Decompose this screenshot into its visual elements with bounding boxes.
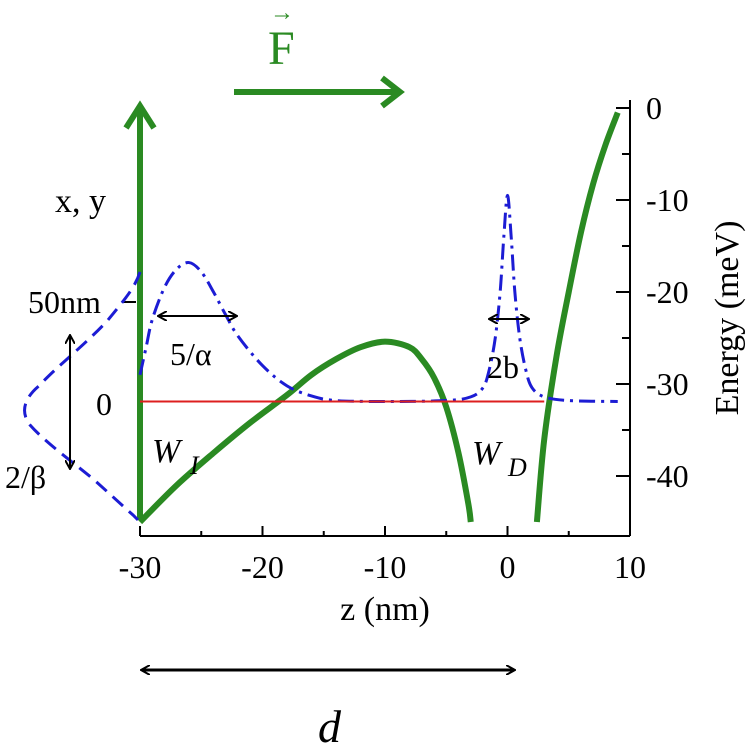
beta-width-marker: 2/β <box>5 336 70 495</box>
force-vector-accent: → <box>270 0 294 26</box>
wavefunction-curve <box>138 193 618 403</box>
beta-width-label: 2/β <box>5 459 46 495</box>
energy-tick-label: -40 <box>646 458 689 494</box>
distance-marker: d <box>142 670 514 750</box>
wd-label-sub: D <box>507 453 527 482</box>
x-tick-label: -20 <box>241 549 284 585</box>
energy-plot: -30 -20 -10 0 10 0 -10 -20 -30 -40 z (nm) Energy… <box>119 90 746 628</box>
xy-tick-50nm: 50nm <box>28 284 101 320</box>
energy-tick-label: 0 <box>646 90 662 126</box>
xy-axis-arrowhead <box>123 100 157 130</box>
energy-ticks: 0 -10 -20 -30 -40 <box>616 90 689 494</box>
x-tick-label: 0 <box>500 549 516 585</box>
x-tick-label: 10 <box>614 549 646 585</box>
potential-curve-left <box>137 338 474 525</box>
xy-axis-label: x, y <box>55 183 106 220</box>
force-vector: F → <box>234 0 405 109</box>
b-width-label: 2b <box>487 349 519 385</box>
xy-tick-0: 0 <box>96 386 112 422</box>
wd-label-main: W <box>472 435 503 472</box>
alpha-width-marker: 5/α <box>159 316 236 372</box>
energy-axis-label: Energy (meV) <box>709 221 746 416</box>
wi-label: W I <box>152 433 200 480</box>
xy-axis: x, y 50nm 0 <box>28 100 157 520</box>
energy-tick-label: -10 <box>646 182 689 218</box>
force-arrow-head <box>380 75 405 109</box>
distance-label: d <box>318 701 342 750</box>
x-tick-label: -10 <box>364 549 407 585</box>
series-layer <box>137 111 621 525</box>
xy-gaussian-curve <box>23 271 142 522</box>
energy-tick-label: -20 <box>646 274 689 310</box>
x-axis-label: z (nm) <box>340 591 430 628</box>
force-label: F <box>268 22 295 75</box>
x-tick-label: -30 <box>119 549 162 585</box>
energy-tick-label: -30 <box>646 366 689 402</box>
b-width-marker: 2b <box>487 319 528 385</box>
alpha-width-label: 5/α <box>170 336 212 372</box>
x-ticks: -30 -20 -10 0 10 <box>119 526 646 585</box>
wd-label: W D <box>472 435 527 482</box>
potential-curve-right <box>533 111 621 523</box>
wi-label-sub: I <box>189 451 200 480</box>
wi-label-main: W <box>152 433 183 470</box>
